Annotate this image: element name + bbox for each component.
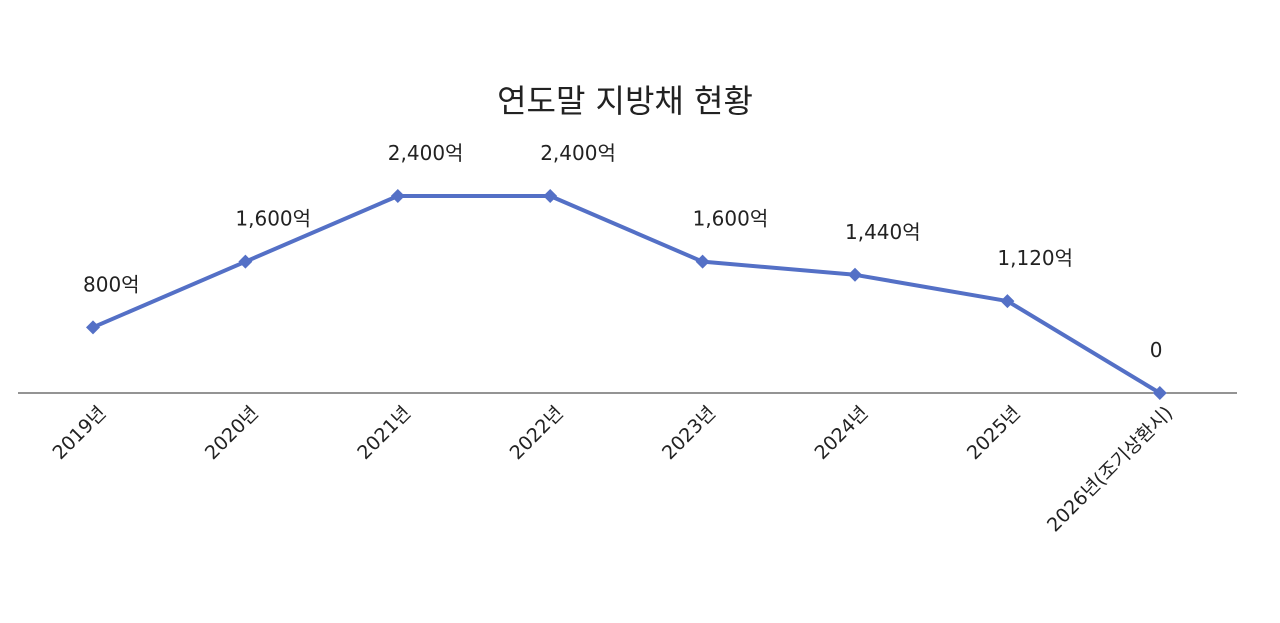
data-label: 1,600억 (235, 207, 311, 231)
data-label: 1,600억 (693, 207, 769, 231)
data-point-marker (238, 254, 253, 269)
data-label: 1,120억 (997, 246, 1073, 270)
x-tick-label: 2021년 (353, 402, 415, 464)
data-label: 0 (1150, 338, 1163, 362)
data-point-marker (543, 189, 558, 203)
series-line (92, 194, 1161, 395)
chart-title: 연도말 지방채 현황 (497, 82, 753, 120)
data-point-marker (695, 254, 710, 269)
data-label: 2,400억 (540, 141, 616, 165)
data-label: 800억 (83, 272, 140, 296)
x-tick-label: 2026년(조기상환시) (1043, 402, 1177, 536)
x-tick-label: 2022년 (506, 402, 568, 464)
data-point-marker (390, 189, 405, 203)
x-tick-label: 2024년 (810, 402, 872, 464)
data-point-marker (1152, 386, 1167, 400)
x-tick-label: 2019년 (48, 402, 110, 464)
data-point-marker (86, 320, 100, 335)
data-label: 2,400억 (388, 141, 464, 165)
data-point-marker (1000, 294, 1015, 309)
x-tick-label: 2023년 (658, 402, 720, 464)
data-label: 1,440억 (845, 220, 921, 244)
x-tick-label: 2025년 (963, 402, 1025, 464)
data-point-marker (848, 267, 862, 282)
x-tick-label: 2020년 (201, 402, 263, 464)
